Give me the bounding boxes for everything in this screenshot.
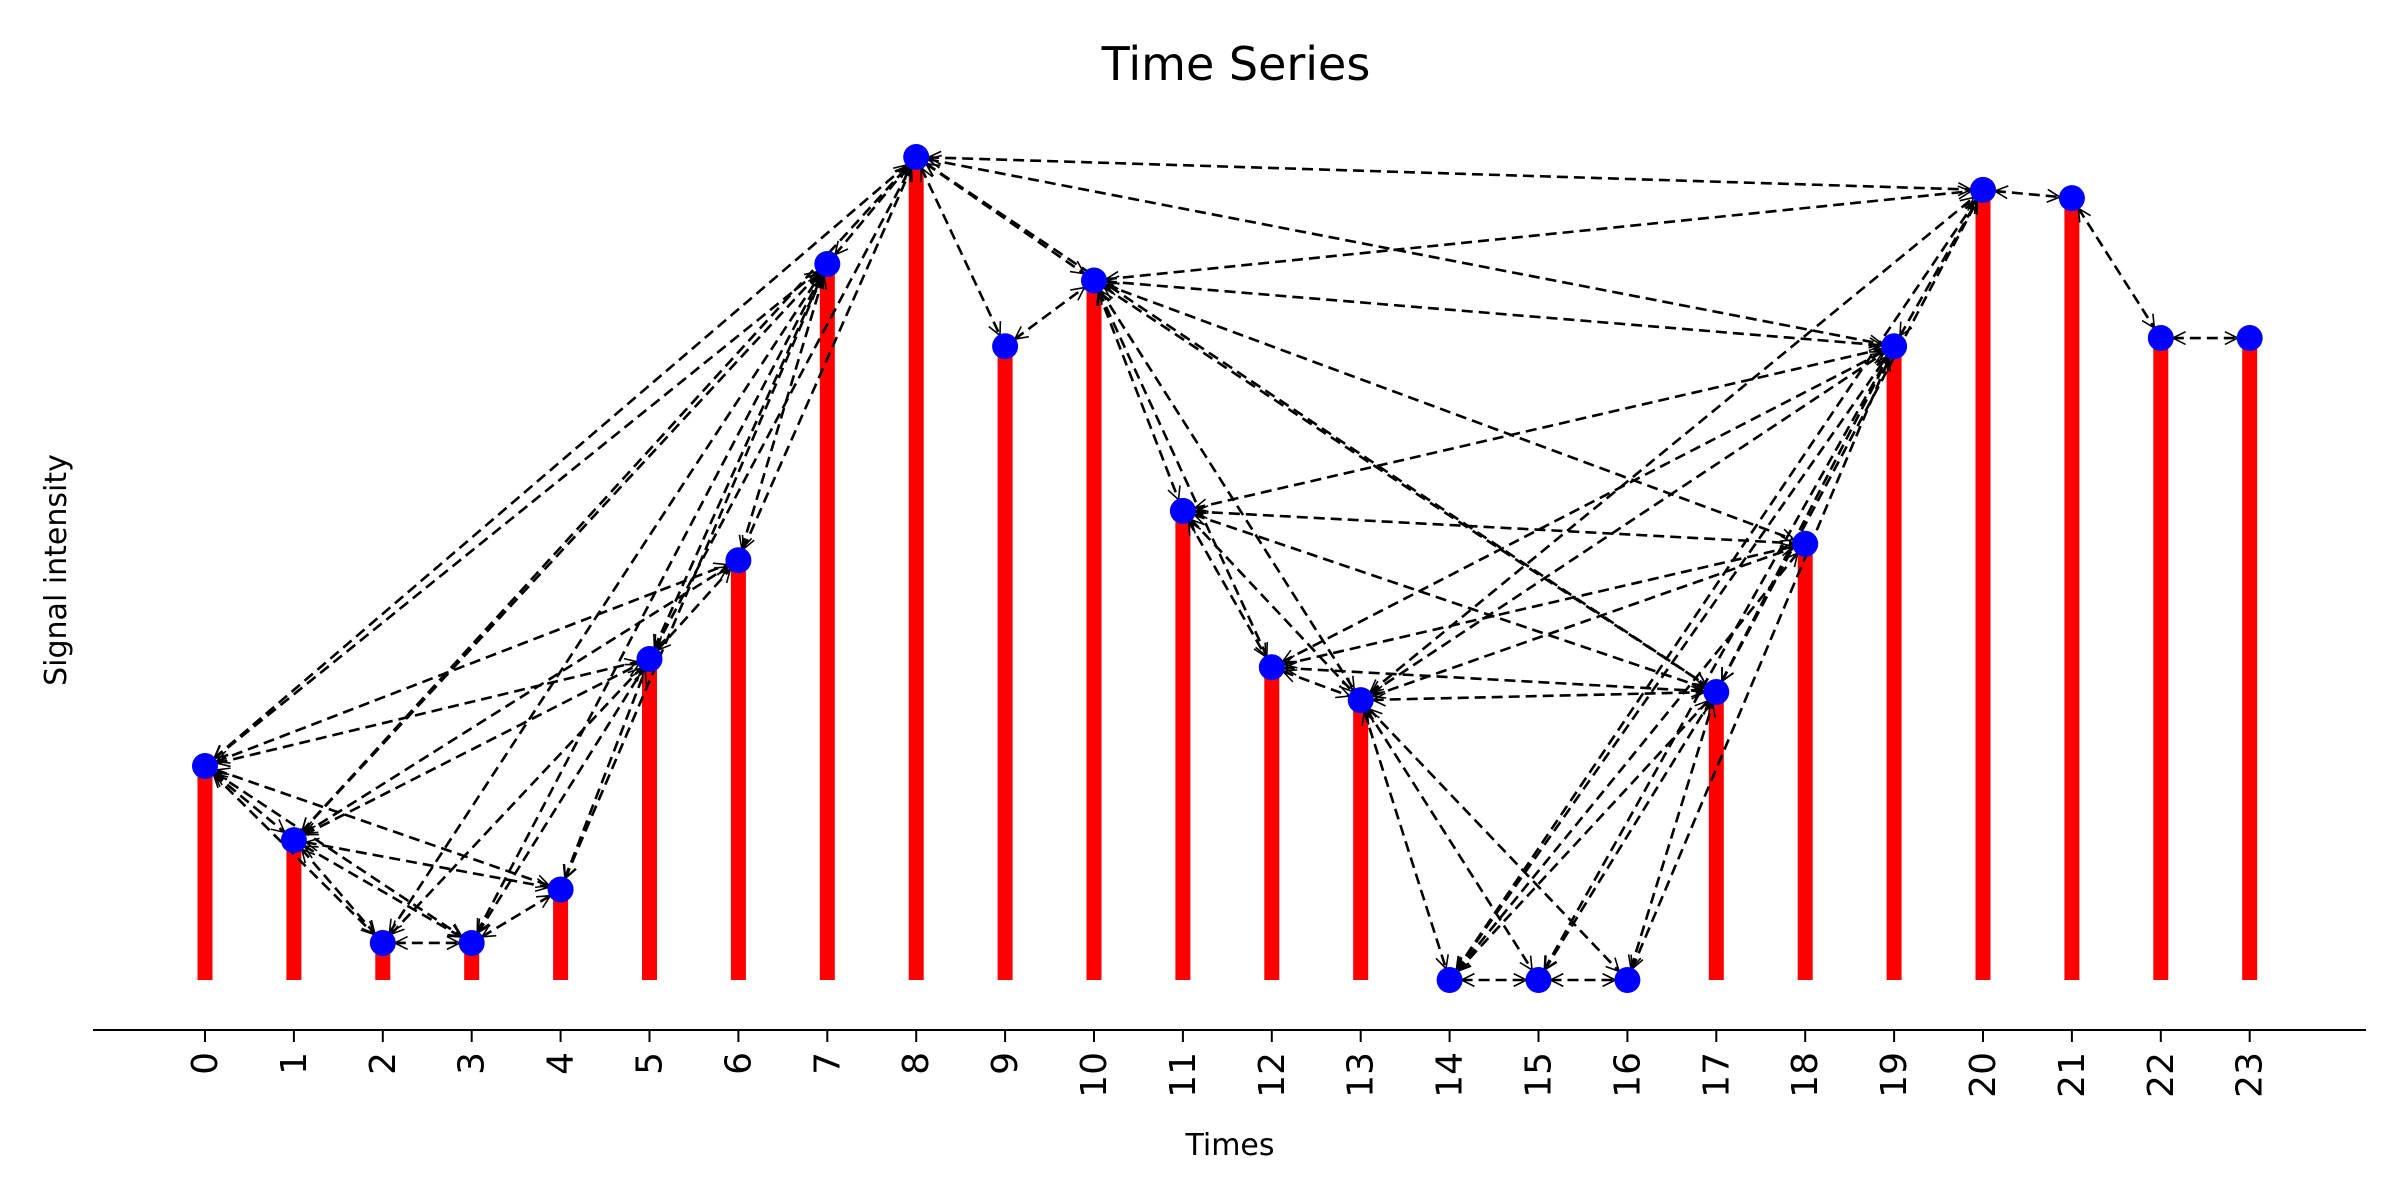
data-point-15 — [1525, 967, 1552, 993]
x-tick-label-0: 0 — [185, 1052, 226, 1075]
edge-13-14 — [1364, 712, 1446, 969]
x-tick-label-20: 20 — [1963, 1052, 2004, 1098]
x-tick-label-4: 4 — [541, 1052, 582, 1075]
edge-10-18 — [1105, 285, 1794, 540]
edge-10-17 — [1104, 285, 1706, 687]
edge-11-19 — [1195, 349, 1883, 508]
data-point-23 — [2236, 325, 2263, 352]
data-point-13 — [1347, 687, 1374, 714]
edge-21-22 — [2077, 208, 2156, 328]
x-tick-label-3: 3 — [452, 1052, 493, 1075]
edge-13-17 — [1373, 692, 1705, 700]
data-point-0 — [192, 753, 218, 780]
x-tick-label-23: 23 — [2230, 1052, 2271, 1098]
edge-3-4 — [482, 894, 550, 938]
data-point-11 — [1169, 497, 1196, 524]
x-tick-label-11: 11 — [1163, 1052, 1204, 1098]
data-point-8 — [903, 144, 930, 170]
edge-13-16 — [1369, 709, 1619, 971]
data-point-5 — [636, 646, 663, 673]
x-tick-label-14: 14 — [1430, 1052, 1471, 1098]
edge-8-19 — [928, 159, 1882, 344]
x-tick-label-2: 2 — [363, 1052, 404, 1075]
x-tick-label-1: 1 — [274, 1052, 315, 1075]
data-point-18 — [1792, 530, 1819, 557]
x-tick-label-21: 21 — [2052, 1052, 2093, 1098]
data-point-21 — [2058, 185, 2085, 212]
x-tick-label-16: 16 — [1607, 1052, 1648, 1098]
data-point-10 — [1081, 267, 1107, 294]
edge-2-5 — [391, 668, 641, 934]
x-tick-label-22: 22 — [2141, 1052, 2182, 1098]
x-tick-label-17: 17 — [1696, 1052, 1737, 1098]
edge-4-5 — [565, 670, 645, 878]
edge-11-18 — [1195, 512, 1793, 544]
x-tick-label-8: 8 — [896, 1052, 937, 1075]
edge-14-19 — [1455, 356, 1889, 970]
edge-10-19 — [1106, 281, 1882, 345]
data-point-12 — [1258, 654, 1285, 681]
edge-12-19 — [1282, 350, 1883, 663]
edge-4-7 — [565, 275, 822, 878]
data-point-17 — [1703, 678, 1730, 705]
edge-13-20 — [1370, 198, 1974, 693]
edge-1-6 — [304, 565, 728, 835]
x-tick-label-15: 15 — [1519, 1052, 1560, 1098]
y-axis-label: Signal intensity — [39, 454, 74, 686]
edge-0-7 — [214, 272, 818, 759]
data-point-6 — [725, 547, 752, 574]
x-axis-label: Times — [1184, 1128, 1274, 1163]
x-tick-label-12: 12 — [1252, 1052, 1293, 1098]
data-point-3 — [458, 929, 485, 956]
edge-12-18 — [1283, 547, 1793, 665]
data-point-20 — [1970, 176, 1996, 203]
stems-layer — [197, 157, 2258, 980]
markers-layer — [192, 144, 2263, 993]
data-point-22 — [2147, 325, 2174, 352]
x-tick-label-6: 6 — [718, 1052, 759, 1075]
x-tick-label-10: 10 — [1074, 1052, 1115, 1098]
edge-17-20 — [1720, 201, 1979, 682]
chart-title: Time Series — [1101, 37, 1371, 91]
data-point-16 — [1614, 967, 1641, 993]
edge-1-2 — [302, 849, 375, 934]
data-point-7 — [814, 250, 841, 277]
edge-6-7 — [742, 275, 824, 548]
data-point-14 — [1436, 967, 1463, 993]
edge-13-18 — [1372, 548, 1794, 696]
x-tick-label-19: 19 — [1874, 1052, 1915, 1098]
edge-8-20 — [928, 157, 1971, 189]
edge-14-18 — [1457, 553, 1797, 971]
data-point-19 — [1881, 333, 1908, 360]
edge-11-12 — [1187, 521, 1267, 657]
edge-20-21 — [1995, 191, 2060, 197]
edge-13-15 — [1366, 710, 1534, 970]
edge-9-10 — [1015, 288, 1085, 340]
edge-8-10 — [926, 162, 1084, 275]
edge-10-13 — [1099, 291, 1356, 690]
data-point-1 — [280, 827, 307, 854]
edge-15-17 — [1543, 702, 1712, 970]
x-tick-label-7: 7 — [807, 1052, 848, 1075]
x-tick-label-18: 18 — [1785, 1052, 1826, 1098]
x-ticks-layer: 0 1 2 3 4 5 6 7 8 9 10 11 12 13 14 15 16 17 18 19 20 21 22 23 — [185, 1030, 2271, 1098]
edge-2-7 — [388, 274, 822, 933]
x-tick-label-9: 9 — [985, 1052, 1026, 1075]
data-point-2 — [369, 929, 396, 956]
edge-7-8 — [835, 166, 909, 255]
x-tick-label-5: 5 — [630, 1052, 671, 1075]
data-point-9 — [992, 333, 1019, 360]
x-tick-label-13: 13 — [1341, 1052, 1382, 1098]
edge-1-5 — [305, 663, 639, 836]
edge-12-13 — [1283, 671, 1349, 696]
edge-19-20 — [1898, 200, 1979, 336]
edge-0-3 — [215, 771, 462, 938]
edges-layer — [214, 157, 2238, 980]
data-point-4 — [547, 876, 574, 903]
edge-10-20 — [1106, 191, 1971, 279]
edge-8-9 — [920, 168, 1002, 336]
